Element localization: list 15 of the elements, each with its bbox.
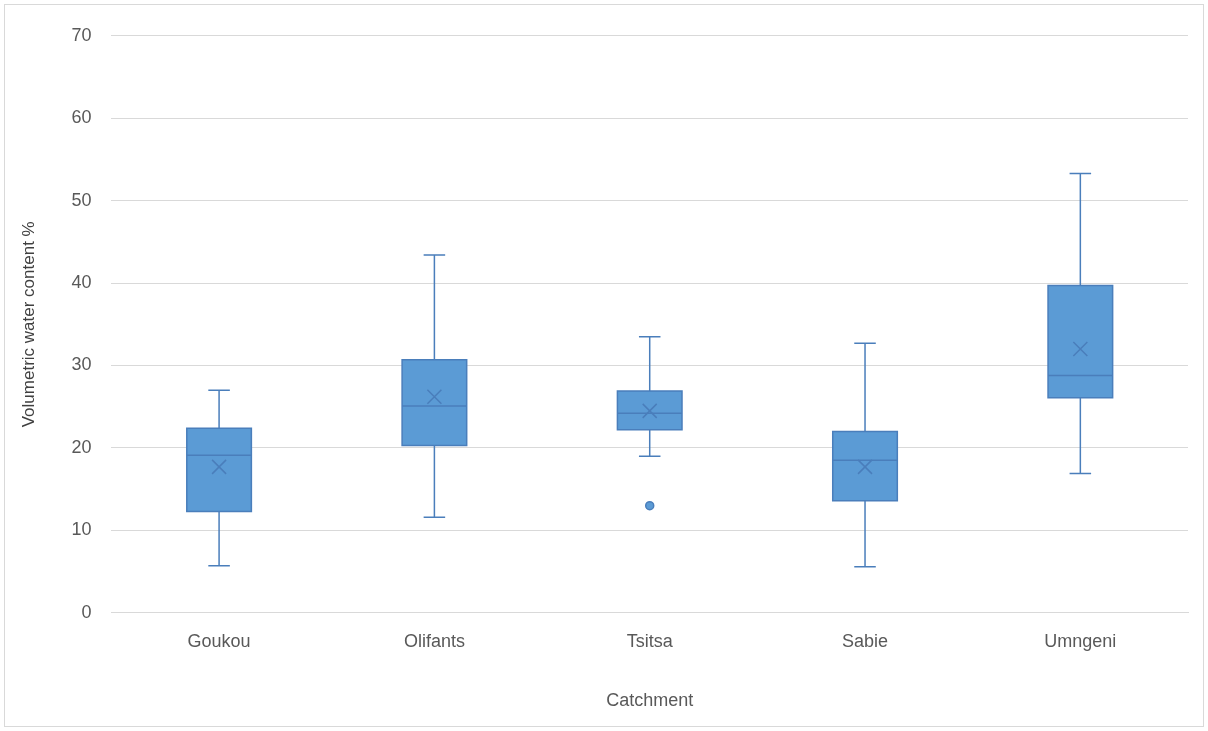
y-tick-label: 30 [71, 354, 92, 375]
x-tick-label: Umngeni [1044, 630, 1117, 651]
y-tick-label: 70 [71, 24, 92, 45]
y-tick-label: 60 [71, 107, 92, 128]
y-tick-label: 50 [71, 189, 92, 210]
x-tick-label: Goukou [187, 630, 251, 651]
x-tick-label: Sabie [842, 630, 889, 651]
y-tick-label: 40 [71, 272, 92, 293]
x-axis-title: Catchment [606, 690, 694, 711]
x-tick-label: Tsitsa [626, 630, 674, 651]
y-tick-label: 20 [71, 436, 92, 457]
y-axis-title: Volumetric water content % [18, 221, 38, 428]
y-tick-label: 0 [81, 601, 92, 622]
y-tick-label: 10 [71, 519, 92, 540]
x-tick-label: Olifants [403, 630, 465, 651]
